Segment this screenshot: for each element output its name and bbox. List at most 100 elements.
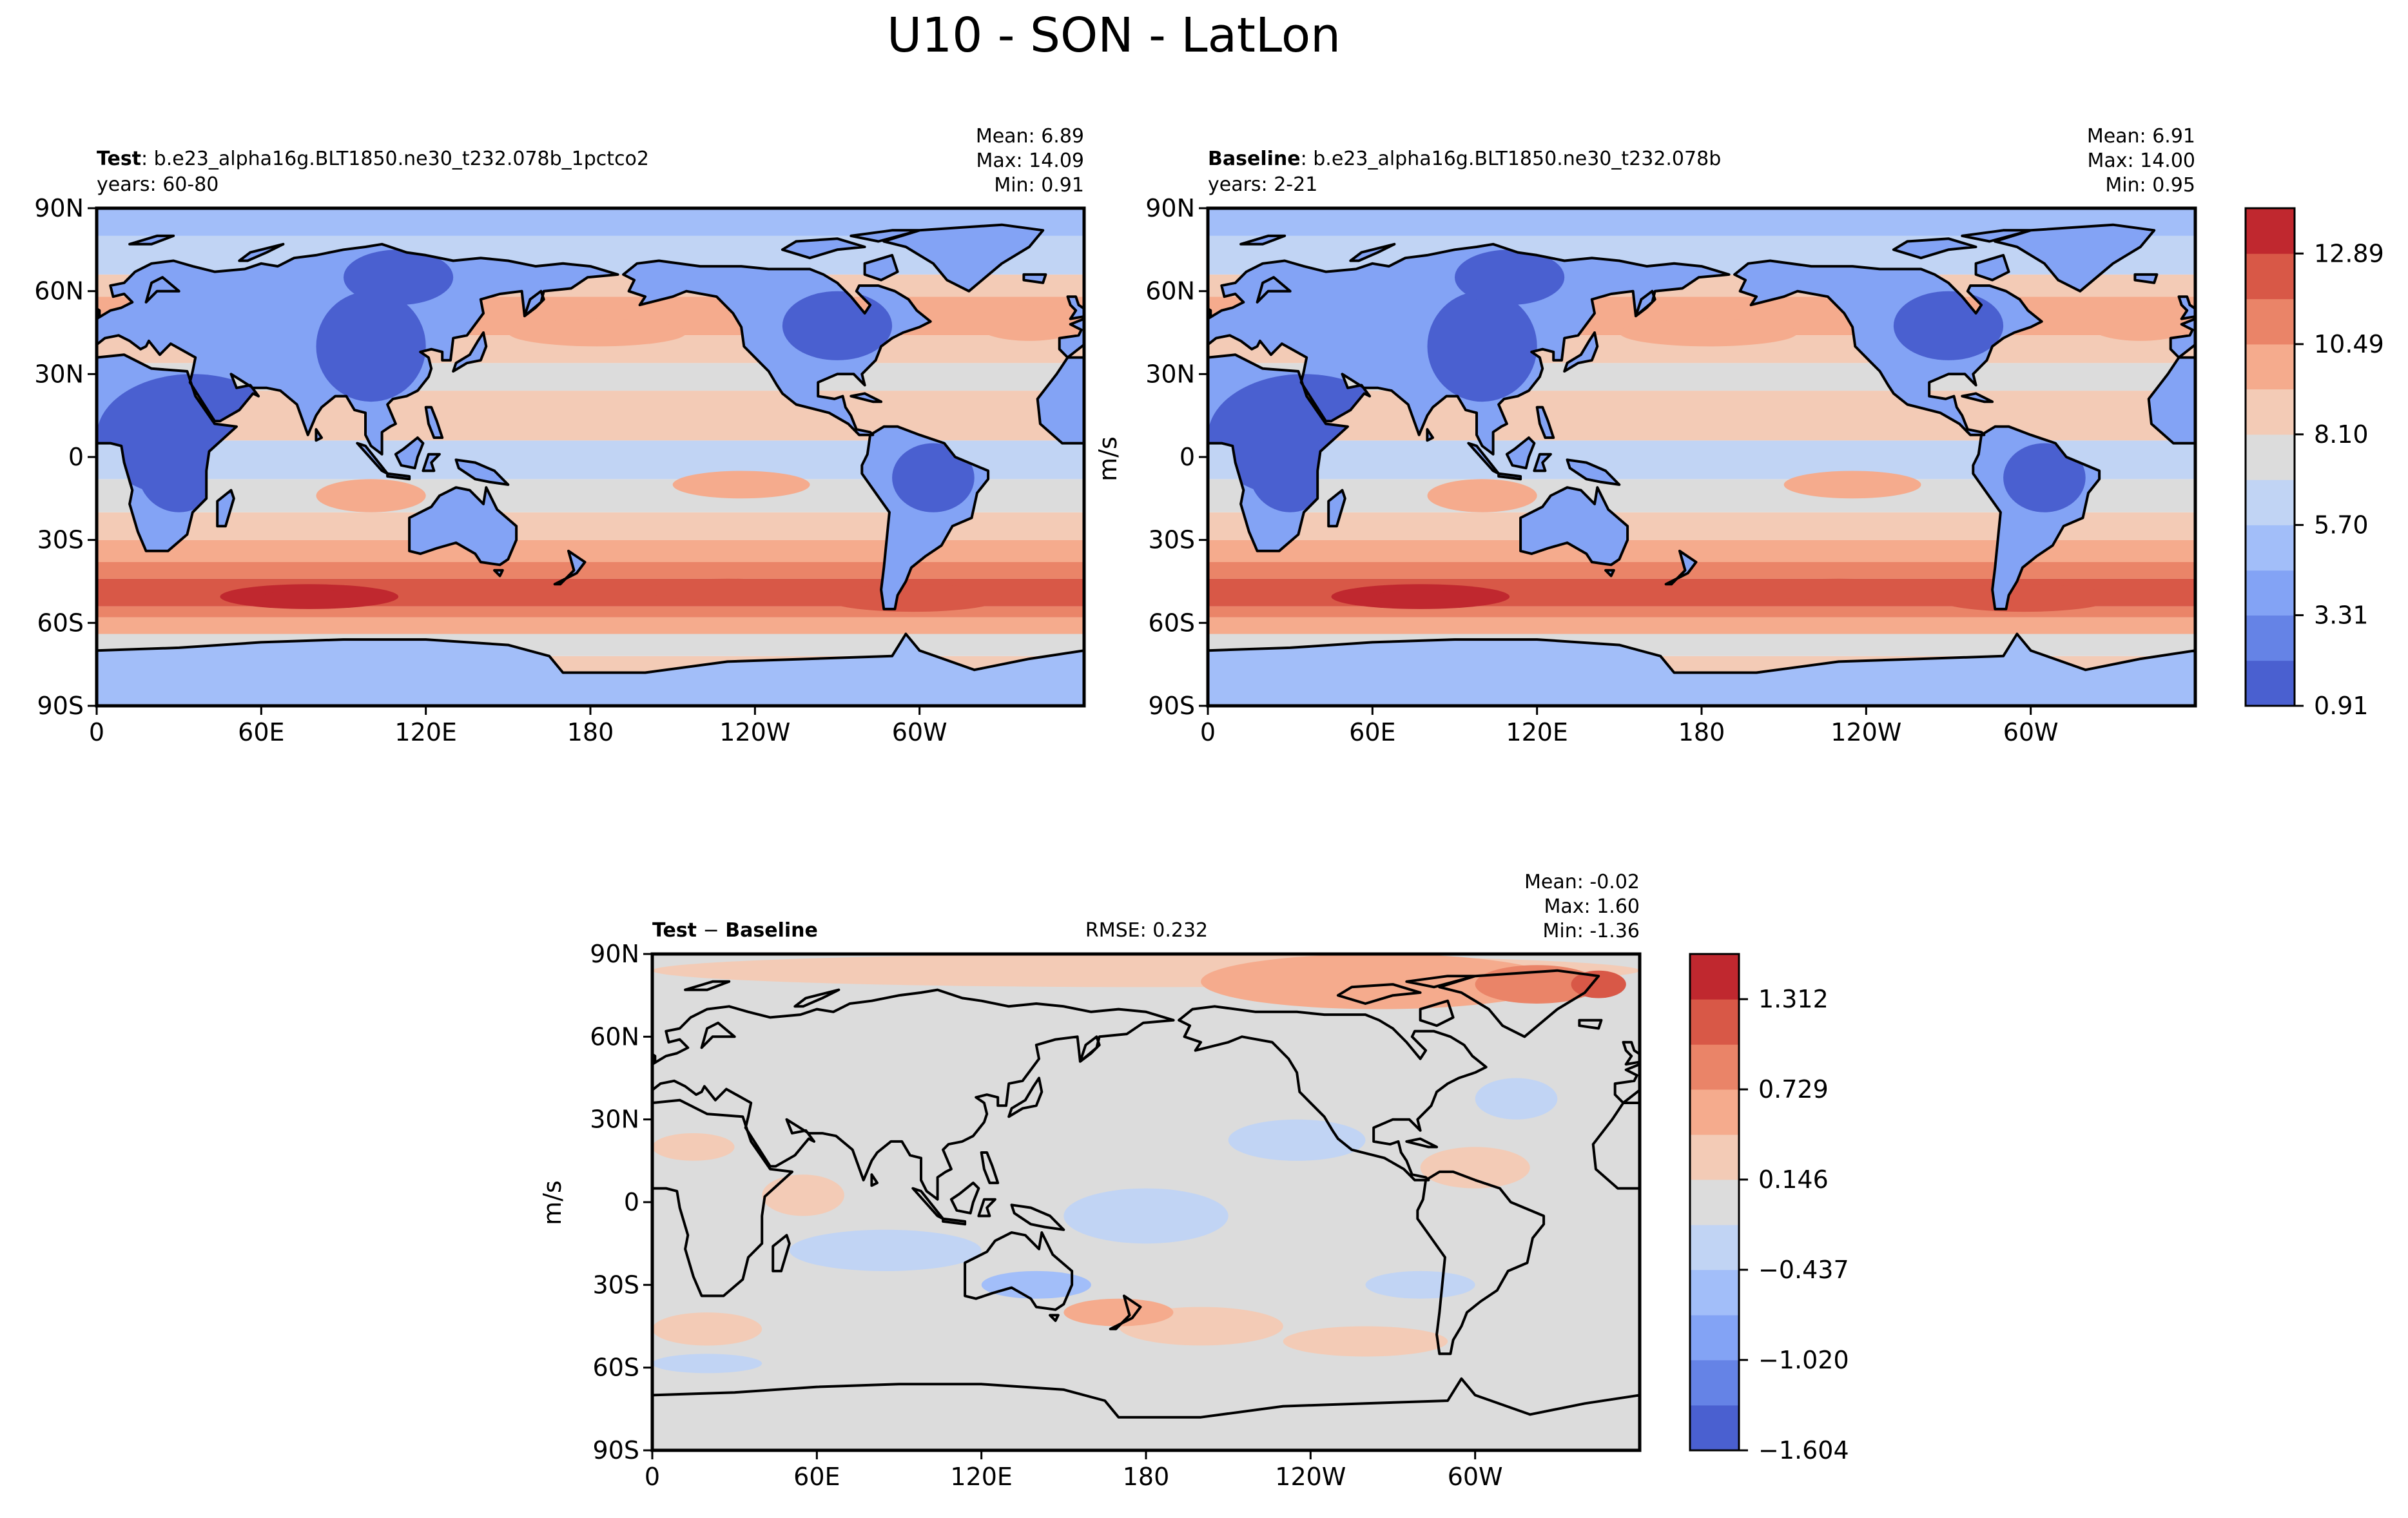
colorbar-segment [2246, 389, 2295, 435]
baseline-title: Baseline: b.e23_alpha16g.BLT1850.ne30_t2… [1208, 148, 1721, 170]
colorbar-tick-label: 8.10 [2314, 420, 2369, 449]
colorbar-tick-label: 5.70 [2314, 511, 2369, 539]
y-tick-label: 60N [34, 277, 84, 306]
x-tick-label: 180 [567, 718, 614, 746]
y-tick-label: 30N [1145, 360, 1195, 388]
x-tick-label: 120W [1830, 718, 1901, 746]
y-tick-label: 30S [593, 1270, 639, 1299]
colorbar-tick-label: −1.020 [1758, 1346, 1849, 1374]
colorbar-segment [1690, 1089, 1739, 1135]
diff-map: 0 60E 120E 180 120W 60W 90N 60N 30N 0 30S 60S 90S [590, 940, 1642, 1491]
colorbar-tick-label: −1.604 [1758, 1436, 1849, 1464]
y-tick-label: 90S [593, 1436, 639, 1464]
x-tick-label: 0 [645, 1463, 660, 1491]
test-stat-max: Max: 14.09 [976, 150, 1084, 172]
colorbar-segment [1690, 1225, 1739, 1270]
diff-stat-mean: Mean: -0.02 [1524, 871, 1640, 893]
y-tick-label: 90S [1149, 692, 1195, 720]
x-tick-label: 120W [1275, 1463, 1346, 1491]
baseline-stat-min: Min: 0.95 [2105, 174, 2195, 197]
figure-title: U10 - SON - LatLon [887, 8, 1341, 63]
x-tick-label: 0 [89, 718, 104, 746]
colorbar-segment [1690, 1315, 1739, 1361]
y-tick-label: 60S [593, 1354, 639, 1382]
diff-title: Test − Baseline [652, 919, 818, 942]
colorbar-segment [2246, 208, 2295, 254]
colorbar-segment [2246, 660, 2295, 706]
diff-rmse: RMSE: 0.232 [1085, 919, 1208, 942]
colorbar-tick-label: 0.729 [1758, 1075, 1829, 1104]
diff-title-bold-b: Baseline [725, 919, 818, 942]
baseline-title-bold: Baseline [1208, 148, 1301, 170]
x-tick-label: 120E [394, 718, 457, 746]
colorbar-segment [2246, 570, 2295, 616]
test-stat-min: Min: 0.91 [994, 174, 1084, 197]
colorbar-tick-label: 3.31 [2314, 601, 2369, 629]
test-title-rest: : b.e23_alpha16g.BLT1850.ne30_t232.078b_… [141, 148, 649, 170]
baseline-map: 0 60E 120E 180 120W 60W 90N 60N 30N 0 30S 60S 90S [1145, 194, 2197, 746]
x-tick-label: 60E [1349, 718, 1395, 746]
y-tick-label: 0 [68, 443, 84, 471]
colorbar-segment [1690, 1269, 1739, 1316]
y-tick-label: 30N [590, 1105, 639, 1134]
colorbar-segment [1690, 1405, 1739, 1451]
colorbar-tick-label: 10.49 [2314, 330, 2384, 358]
colorbar-segment [2246, 434, 2295, 480]
baseline-stat-max: Max: 14.00 [2087, 150, 2195, 172]
y-tick-label: 60N [1145, 277, 1195, 306]
y-tick-label: 0 [1180, 443, 1195, 471]
y-tick-label: 30N [34, 360, 84, 388]
y-tick-label: 60N [590, 1022, 639, 1051]
y-tick-label: 30S [37, 526, 84, 554]
x-tick-label: 60W [892, 718, 947, 746]
x-tick-label: 60W [1448, 1463, 1503, 1491]
colorbar-tick-label: 12.89 [2314, 239, 2384, 268]
test-title: Test: b.e23_alpha16g.BLT1850.ne30_t232.0… [97, 148, 649, 170]
colorbar-segment [1690, 954, 1739, 1000]
diff-stat-min: Min: -1.36 [1543, 920, 1640, 942]
colorbar-segment [2246, 615, 2295, 661]
x-tick-label: 120E [950, 1463, 1013, 1491]
baseline-title-rest: : b.e23_alpha16g.BLT1850.ne30_t232.078b [1301, 148, 1722, 170]
diff-title-mid: − [697, 919, 725, 942]
diff-title-bold-a: Test [652, 919, 697, 942]
colorbar-segment [2246, 253, 2295, 300]
colorbar-segment [1690, 1180, 1739, 1225]
x-tick-label: 120W [719, 718, 790, 746]
x-tick-label: 120E [1506, 718, 1568, 746]
test-stat-mean: Mean: 6.89 [976, 125, 1084, 148]
x-tick-label: 60W [2003, 718, 2059, 746]
x-tick-label: 180 [1123, 1463, 1170, 1491]
colorbar-segment [1690, 999, 1739, 1045]
y-tick-label: 60S [37, 608, 84, 637]
colorbar-tick-label: 0.146 [1758, 1165, 1829, 1194]
colorbar-tick-label: −0.437 [1758, 1256, 1849, 1284]
diff-panel: Test − Baseline RMSE: 0.232 Mean: -0.02 … [538, 871, 1849, 1491]
y-tick-label: 90N [1145, 194, 1195, 222]
colorbar-segment [2246, 344, 2295, 390]
test-title-bold: Test [97, 148, 141, 170]
colorbar-segment [2246, 480, 2295, 525]
x-tick-label: 0 [1200, 718, 1216, 746]
colorbar-segment [1690, 1359, 1739, 1406]
colorbar-tick-label: 1.312 [1758, 985, 1829, 1013]
diff-stat-max: Max: 1.60 [1544, 895, 1640, 918]
abs-colorbar: 0.91 3.31 5.70 8.10 10.49 12.89 [2244, 207, 2384, 720]
y-tick-label: 60S [1149, 608, 1195, 637]
abs-colorbar-label: m/s [1094, 436, 1122, 482]
y-tick-label: 90N [34, 194, 84, 222]
diff-colorbar-label: m/s [538, 1180, 567, 1225]
x-tick-label: 180 [1678, 718, 1725, 746]
colorbar-tick-label: 0.91 [2314, 692, 2369, 720]
diff-colorbar: −1.604 −1.020 −0.437 0.146 0.729 1.312 [1689, 953, 1849, 1464]
test-map: 0 60E 120E 180 120W 60W 90N 60N 30N 0 30S 60S 90S [34, 194, 1086, 746]
colorbar-segment [1690, 1044, 1739, 1090]
y-tick-label: 90S [37, 692, 84, 720]
test-panel: Test: b.e23_alpha16g.BLT1850.ne30_t232.0… [34, 125, 1086, 746]
baseline-years: years: 2-21 [1208, 173, 1317, 196]
colorbar-segment [1690, 1134, 1739, 1180]
colorbar-segment [2246, 298, 2295, 345]
x-tick-label: 60E [793, 1463, 840, 1491]
y-tick-label: 30S [1149, 526, 1195, 554]
